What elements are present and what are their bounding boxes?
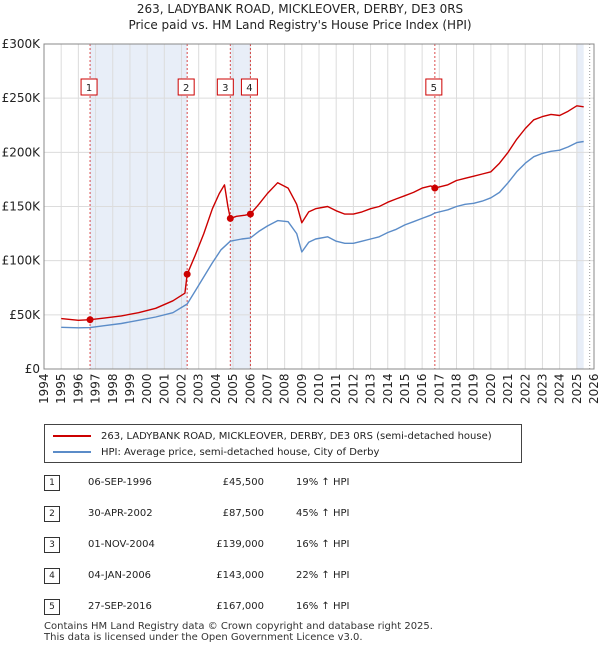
sale-row: 2 30-APR-2002 £87,500 45% ↑ HPI [44,506,444,524]
y-tick-label: £50K [9,308,41,322]
x-tick-label: 2009 [295,373,309,404]
y-tick-label: £300K [2,37,42,51]
x-tick-label: 2023 [535,373,549,404]
x-tick-label: 2015 [398,373,412,404]
x-tick-label: 1998 [106,373,120,404]
sale-hpi-change: 16% ↑ HPI [296,539,350,550]
sale-row: 1 06-SEP-1996 £45,500 19% ↑ HPI [44,475,444,493]
x-tick-label: 2004 [209,373,223,404]
y-tick-label: £0 [25,362,40,376]
sale-point [183,270,191,278]
x-tick-label: 2007 [260,373,274,404]
sale-point [431,184,439,192]
legend-label-property: 263, LADYBANK ROAD, MICKLEOVER, DERBY, D… [101,430,492,442]
sale-row: 5 27-SEP-2016 £167,000 16% ↑ HPI [44,599,444,617]
x-tick-label: 1994 [37,373,51,404]
x-tick-label: 2016 [415,373,429,404]
x-tick-label: 2006 [243,373,257,404]
x-tick-label: 2003 [192,373,206,404]
x-tick-label: 2019 [467,373,481,404]
legend-item-hpi: HPI: Average price, semi-detached house,… [53,445,379,459]
sale-marker-box [80,78,98,96]
sale-price: £143,000 [216,570,264,581]
sale-marker-box [425,78,443,96]
x-tick-label: 1995 [54,373,68,404]
sale-row: 3 01-NOV-2004 £139,000 16% ↑ HPI [44,537,444,555]
x-tick-label: 2012 [346,373,360,404]
y-tick-label: £250K [2,91,42,105]
x-tick-label: 2008 [278,373,292,404]
x-tick-label: 2000 [140,373,154,404]
x-tick-label: 1996 [71,373,85,404]
x-tick-label: 1999 [123,373,137,404]
sale-marker-label: 4 [246,83,252,94]
x-tick-label: 2011 [329,373,343,404]
y-tick-label: £150K [2,200,42,214]
y-tick-label: £200K [2,145,42,159]
sale-number: 2 [44,506,60,522]
x-tick-label: 2002 [175,373,189,404]
sale-hpi-change: 19% ↑ HPI [296,477,350,488]
legend-item-property: 263, LADYBANK ROAD, MICKLEOVER, DERBY, D… [53,429,492,443]
sale-marker-label: 2 [183,83,189,94]
x-tick-label: 2024 [553,373,567,404]
legend-label-hpi: HPI: Average price, semi-detached house,… [101,446,380,458]
legend-swatch-property [53,435,91,437]
x-tick-label: 2020 [484,373,498,404]
sale-number: 1 [44,475,60,491]
sale-point [226,214,234,222]
sale-marker-box [216,78,234,96]
series-line-hpi [61,140,584,329]
x-tick-label: 2021 [501,373,515,404]
x-tick-label: 1997 [89,373,103,404]
x-tick-label: 2026 [587,373,600,404]
x-tick-label: 2018 [450,373,464,404]
sale-point [86,316,94,324]
x-tick-label: 2005 [226,373,240,404]
chart-title: 263, LADYBANK ROAD, MICKLEOVER, DERBY, D… [136,2,464,16]
sale-date: 30-APR-2002 [88,508,153,519]
legend-swatch-hpi [53,451,91,453]
footer-copyright: Contains HM Land Registry data © Crown c… [44,621,433,632]
sale-number: 5 [44,599,60,615]
legend: 263, LADYBANK ROAD, MICKLEOVER, DERBY, D… [44,424,522,463]
chart-subtitle: Price paid vs. HM Land Registry's House … [128,18,472,32]
sale-date: 06-SEP-1996 [88,477,152,488]
sale-row: 4 04-JAN-2006 £143,000 22% ↑ HPI [44,568,444,586]
sale-marker-label: 3 [222,83,228,94]
y-tick-label: £100K [2,254,42,268]
sale-price: £167,000 [216,601,264,612]
footer-licence: This data is licensed under the Open Gov… [44,632,363,643]
x-tick-label: 2001 [157,373,171,404]
sale-date: 27-SEP-2016 [88,601,152,612]
sale-price: £87,500 [222,508,264,519]
sale-marker-label: 5 [431,83,437,94]
sale-number: 3 [44,537,60,553]
sale-marker-box [177,78,195,96]
x-tick-label: 2017 [432,373,446,404]
sale-number: 4 [44,568,60,584]
sale-hpi-change: 16% ↑ HPI [296,601,350,612]
sale-date: 04-JAN-2006 [88,570,152,581]
x-tick-label: 2022 [518,373,532,404]
sale-marker-box [240,78,258,96]
plot-frame [43,43,595,370]
sale-hpi-change: 45% ↑ HPI [296,508,350,519]
x-tick-label: 2014 [381,373,395,404]
x-tick-label: 2013 [364,373,378,404]
sale-price: £139,000 [216,539,264,550]
sale-marker-label: 1 [86,83,92,94]
sale-date: 01-NOV-2004 [88,539,155,550]
sale-hpi-change: 22% ↑ HPI [296,570,350,581]
sale-price: £45,500 [222,477,264,488]
x-tick-label: 2010 [312,373,326,404]
x-tick-label: 2025 [570,373,584,404]
sale-point [246,210,254,218]
